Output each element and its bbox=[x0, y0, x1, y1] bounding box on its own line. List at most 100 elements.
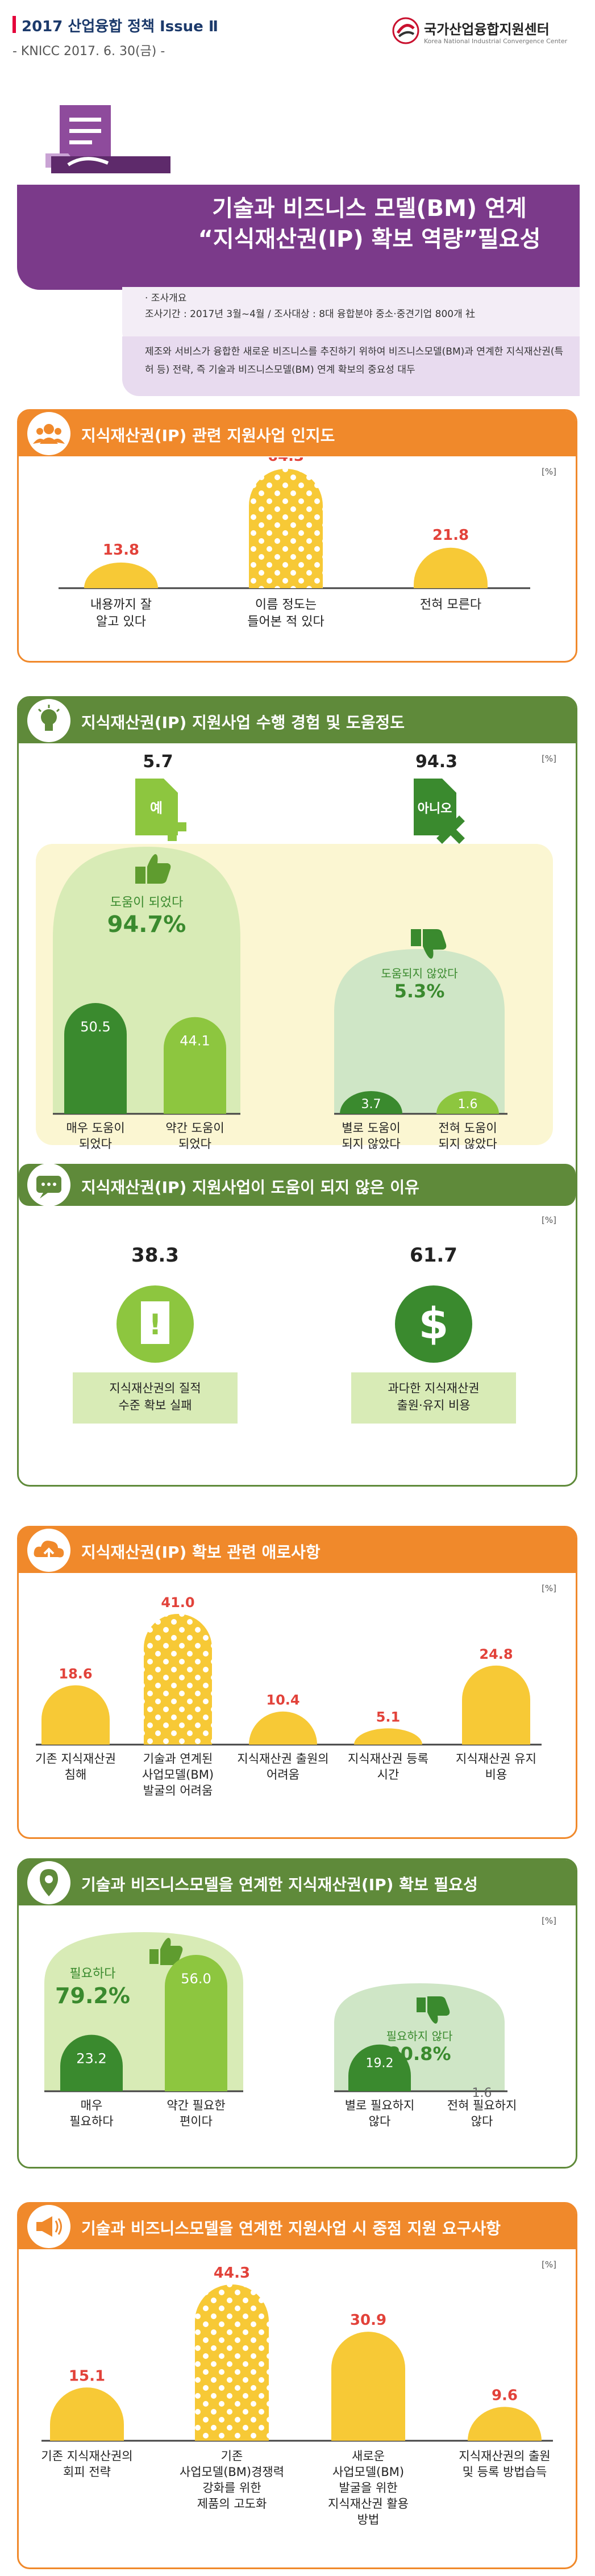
dollar-sign-icon: $ bbox=[419, 1298, 449, 1349]
main-title-band bbox=[17, 185, 580, 290]
x-icon bbox=[436, 815, 465, 844]
category-label: 방법 bbox=[357, 2513, 380, 2527]
yes-value: 5.7 bbox=[143, 752, 173, 772]
data-label: 56.0 bbox=[181, 1971, 211, 1987]
category-label: 기존 지식재산권 bbox=[35, 1752, 116, 1766]
header-subtitle: - KNICC 2017. 6. 30(금) - bbox=[13, 44, 165, 59]
chat-icon bbox=[27, 1163, 70, 1206]
category-label: 지식재산권 등록 bbox=[348, 1752, 428, 1766]
category-label: 새로운 bbox=[352, 2449, 385, 2463]
lightbulb-icon bbox=[27, 699, 70, 742]
category-label: 수준 확보 실패 bbox=[118, 1399, 192, 1412]
category-label: 과다한 지식재산권 bbox=[388, 1381, 479, 1395]
survey-period: 조사기간 : 2017년 3월~4월 / 조사대상 : 8대 융합분야 중소·중… bbox=[145, 309, 476, 320]
category-label: 제품의 고도화 bbox=[197, 2497, 267, 2511]
org-eng-name: Korea National Industrial Convergence Ce… bbox=[424, 38, 568, 45]
bar bbox=[249, 469, 323, 588]
data-label: 23.2 bbox=[76, 2051, 106, 2067]
bar bbox=[340, 1091, 402, 1114]
category-label: 않다 bbox=[471, 2115, 493, 2128]
data-label: 13.8 bbox=[103, 542, 139, 559]
section-header bbox=[19, 1860, 576, 1905]
unit-label: [%] bbox=[542, 2259, 556, 2270]
data-label: 21.8 bbox=[432, 527, 469, 544]
bar bbox=[41, 1685, 110, 1745]
unit-label: [%] bbox=[542, 1583, 556, 1593]
data-label: 15.1 bbox=[69, 2367, 105, 2384]
category-label: 사업모델(BM) bbox=[142, 1768, 214, 1782]
category-label: 들어본 적 있다 bbox=[247, 615, 324, 629]
category-label: 별로 필요하지 bbox=[345, 2099, 415, 2112]
reason-box bbox=[73, 1372, 238, 1424]
data-label: 3.7 bbox=[361, 1097, 381, 1112]
bar bbox=[462, 1665, 530, 1745]
category-label: 발굴의 어려움 bbox=[143, 1784, 213, 1797]
category-label: 되지 않았다 bbox=[342, 1137, 400, 1151]
main-title-line2: “지식재산권(IP) 확보 역량”필요성 bbox=[198, 226, 541, 252]
category-label: 어려움 bbox=[267, 1768, 299, 1782]
not-helpful-label: 도움되지 않았다 bbox=[381, 967, 457, 980]
category-label: 발굴을 위한 bbox=[339, 2481, 397, 2495]
data-label: 41.0 bbox=[161, 1595, 194, 1610]
data-label: 9.6 bbox=[492, 2387, 518, 2404]
category-label: 내용까지 잘 bbox=[90, 598, 152, 612]
unit-label: [%] bbox=[542, 467, 556, 477]
category-label: 출원·유지 비용 bbox=[397, 1399, 470, 1412]
unit-label: [%] bbox=[542, 1215, 556, 1225]
bar bbox=[164, 1017, 226, 1114]
plus-icon bbox=[158, 813, 186, 841]
data-label: 24.8 bbox=[479, 1646, 513, 1662]
category-label: 편이다 bbox=[180, 2115, 213, 2128]
main-title: 기술과 비즈니스 모델(BM) 연계 “지식재산권(IP) 확보 역량”필요성 bbox=[170, 193, 568, 255]
category-label: 알고 있다 bbox=[96, 615, 146, 629]
document-icon bbox=[141, 1301, 169, 1344]
category-label: 필요하다 bbox=[69, 2115, 113, 2128]
category-label: 강화를 위한 bbox=[202, 2481, 261, 2495]
thumbs-down-icon bbox=[411, 929, 447, 959]
org-logo-icon bbox=[392, 17, 419, 44]
survey-box bbox=[122, 287, 580, 344]
category-label: 이름 정도는 bbox=[255, 598, 317, 612]
data-label: 19.2 bbox=[366, 2057, 394, 2071]
category-label: 시간 bbox=[377, 1768, 400, 1782]
category-label: 지식재산권 출원의 bbox=[237, 1752, 328, 1766]
category-label: 별로 도움이 bbox=[342, 1121, 400, 1135]
category-label: 및 등록 방법습득 bbox=[463, 2465, 547, 2479]
category-label: 전혀 필요하지 bbox=[447, 2099, 517, 2112]
category-label: 않다 bbox=[369, 2115, 391, 2128]
yes-doc-icon bbox=[135, 779, 178, 835]
section-title: 지식재산권(IP) 지원사업이 도움이 되지 않은 이유 bbox=[81, 1178, 419, 1197]
category-label: 지식재산권 유지 bbox=[456, 1752, 536, 1766]
category-label: 지식재산권 활용 bbox=[328, 2497, 409, 2511]
bar bbox=[436, 1091, 499, 1114]
cloud-upload-icon bbox=[27, 1529, 70, 1572]
main-title-line1: 기술과 비즈니스 모델(BM) 연계 bbox=[212, 195, 527, 222]
category-label: 기술과 연계된 bbox=[143, 1752, 213, 1766]
bar bbox=[195, 2284, 269, 2441]
header-title: 2017 산업융합 정책 Issue Ⅱ bbox=[22, 18, 218, 35]
category-label: 회피 전략 bbox=[63, 2465, 111, 2479]
category-label: 전혀 모른다 bbox=[420, 598, 481, 612]
helpful-label: 도움이 되었다 bbox=[110, 896, 183, 910]
bar bbox=[50, 2387, 124, 2441]
section-title: 기술과 비즈니스모델을 연계한 지원사업 시 중점 지원 요구사항 bbox=[81, 2219, 501, 2238]
section-title: 기술과 비즈니스모델을 연계한 지식재산권(IP) 확보 필요성 bbox=[81, 1875, 478, 1894]
data-label: 30.9 bbox=[350, 2312, 386, 2329]
category-label: 지식재산권의 질적 bbox=[109, 1381, 201, 1395]
need-total: 79.2% bbox=[55, 1983, 130, 2008]
thumbs-up-icon bbox=[135, 854, 171, 884]
survey-description: 제조와 서비스가 융합한 새로운 비즈니스를 추진하기 위하여 비즈니스모델(B… bbox=[145, 346, 564, 376]
reason-box bbox=[351, 1372, 516, 1424]
data-label: 18.6 bbox=[59, 1666, 92, 1682]
not-helpful-total: 5.3% bbox=[394, 980, 445, 1002]
no-value: 94.3 bbox=[415, 752, 457, 772]
org-name: 국가산업융합지원센터 bbox=[424, 22, 550, 38]
category-label: 기존 bbox=[221, 2449, 243, 2463]
exclamation-icon: ! bbox=[149, 1308, 162, 1341]
category-label: 지식재산권의 출원 bbox=[459, 2449, 550, 2463]
survey-title: · 조사개요 bbox=[145, 293, 187, 304]
